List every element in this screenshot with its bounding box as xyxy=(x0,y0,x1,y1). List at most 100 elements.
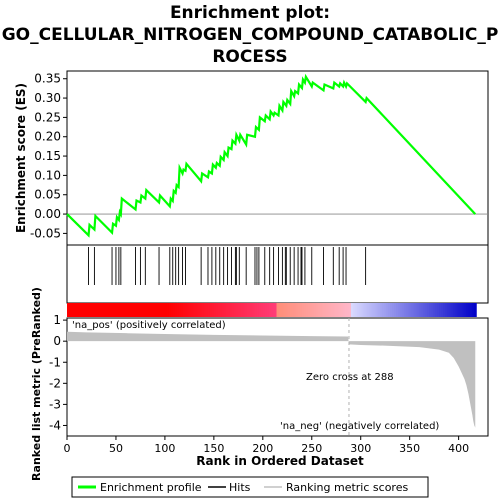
color-bar-segment xyxy=(294,303,297,317)
color-bar-segment xyxy=(441,303,444,317)
color-bar-segment xyxy=(268,303,272,317)
color-bar-segment xyxy=(458,303,462,317)
color-bar-segment xyxy=(262,303,266,317)
color-bar-segment xyxy=(347,303,350,317)
color-bar-segment xyxy=(194,303,197,317)
es-panel xyxy=(66,70,489,246)
color-bar-segment xyxy=(213,303,217,317)
color-bar-segment xyxy=(296,303,299,317)
color-bar-segment xyxy=(204,303,207,317)
color-bar-segment xyxy=(72,303,76,317)
color-bar-segment xyxy=(102,303,105,317)
color-bar-segment xyxy=(354,303,358,317)
metric-tick-label: 0 xyxy=(53,334,61,348)
x-tick-label: 0 xyxy=(64,442,71,455)
zero-cross-label: Zero cross at 288 xyxy=(306,372,394,383)
color-bar-segment xyxy=(366,303,370,317)
color-bar-segment xyxy=(211,303,215,317)
color-bar-segment xyxy=(350,303,354,317)
x-tick-label: 150 xyxy=(203,442,224,455)
color-bar-segment xyxy=(466,303,469,317)
x-tick-label: 100 xyxy=(154,442,175,455)
color-bar-segment xyxy=(258,303,262,317)
color-bar-segment xyxy=(290,303,293,317)
color-bar-segment xyxy=(106,303,109,317)
color-bar-segment xyxy=(182,303,185,317)
color-bar-segment xyxy=(86,303,90,317)
color-bar-segment xyxy=(147,303,150,317)
es-tick-label: 0.10 xyxy=(34,168,61,182)
color-bar-segment xyxy=(235,303,238,317)
color-bar-segment xyxy=(403,303,407,317)
color-bar-segment xyxy=(237,303,240,317)
color-bar-segment xyxy=(323,303,326,317)
color-bar-segment xyxy=(442,303,446,317)
metric-axis-label: Ranked list metric (PreRanked) xyxy=(30,287,43,481)
color-bar-segment xyxy=(243,303,246,317)
color-bar-segment xyxy=(164,303,168,317)
color-bar-segment xyxy=(174,303,178,317)
x-axis-ticks: 0 50 100 150 200 250 300 350 400 xyxy=(64,436,469,455)
color-bar-segment xyxy=(452,303,456,317)
pos-label: 'na_pos' (positively correlated) xyxy=(72,320,226,331)
color-bar-segment xyxy=(108,303,111,317)
color-bar-segment xyxy=(223,303,227,317)
x-tick-label: 200 xyxy=(252,442,273,455)
hit-lines xyxy=(88,247,367,285)
color-bar-segment xyxy=(360,303,364,317)
color-bar-segment xyxy=(372,303,375,317)
color-bar-segment xyxy=(380,303,383,317)
color-bar-segment xyxy=(207,303,211,317)
color-bar-segment xyxy=(219,303,223,317)
color-bar-segment xyxy=(78,303,82,317)
color-bar-segment xyxy=(313,303,317,317)
color-bar-segment xyxy=(474,303,477,317)
color-bar-segment xyxy=(67,303,70,317)
color-bar-segment xyxy=(394,303,397,317)
color-bar-segment xyxy=(356,303,360,317)
color-bar-segment xyxy=(339,303,342,317)
x-tick-label: 250 xyxy=(301,442,322,455)
color-bar-segment xyxy=(345,303,348,317)
color-bar-segment xyxy=(348,303,352,317)
color-bar-segment xyxy=(96,303,99,317)
color-bar-segment xyxy=(159,303,162,317)
title-line-1: Enrichment plot: xyxy=(170,3,330,23)
title-line-3: ROCESS xyxy=(212,47,287,67)
color-bar-segment xyxy=(256,303,260,317)
color-bar-segment xyxy=(104,303,107,317)
x-tick-label: 300 xyxy=(350,442,371,455)
color-bar-segment xyxy=(254,303,258,317)
color-bar-segment xyxy=(184,303,187,317)
color-bar-segment xyxy=(315,303,319,317)
color-bar-segment xyxy=(433,303,436,317)
color-bar-segment xyxy=(276,303,279,317)
color-bar-segment xyxy=(427,303,430,317)
color-bar-segment xyxy=(149,303,152,317)
color-bar-segment xyxy=(176,303,180,317)
color-bar-segment xyxy=(370,303,373,317)
color-bar-segment xyxy=(233,303,236,317)
color-bar-segment xyxy=(341,303,344,317)
color-bar-segment xyxy=(437,303,440,317)
color-bar-segment xyxy=(166,303,170,317)
color-bar-segment xyxy=(435,303,438,317)
color-bar-segment xyxy=(446,303,450,317)
color-bar-segment xyxy=(386,303,389,317)
color-bar-segment xyxy=(70,303,74,317)
color-bar-segment xyxy=(450,303,454,317)
color-bar-segment xyxy=(352,303,356,317)
color-bar-segment xyxy=(307,303,311,317)
color-bar-segment xyxy=(282,303,285,317)
color-bar-segment xyxy=(68,303,72,317)
color-bar-segment xyxy=(260,303,264,317)
color-bar-segment xyxy=(454,303,458,317)
color-bar-segment xyxy=(178,303,182,317)
es-axis-ticks: -0.05 0.00 0.05 0.10 0.15 0.20 0.25 0.30 0.35 xyxy=(30,72,67,240)
color-bar-segment xyxy=(139,303,142,317)
color-bar-segment xyxy=(119,303,123,317)
color-bar-segment xyxy=(88,303,91,317)
color-bar-segment xyxy=(376,303,379,317)
ranked-metric-area xyxy=(67,318,476,436)
color-bar-segment xyxy=(112,303,115,317)
